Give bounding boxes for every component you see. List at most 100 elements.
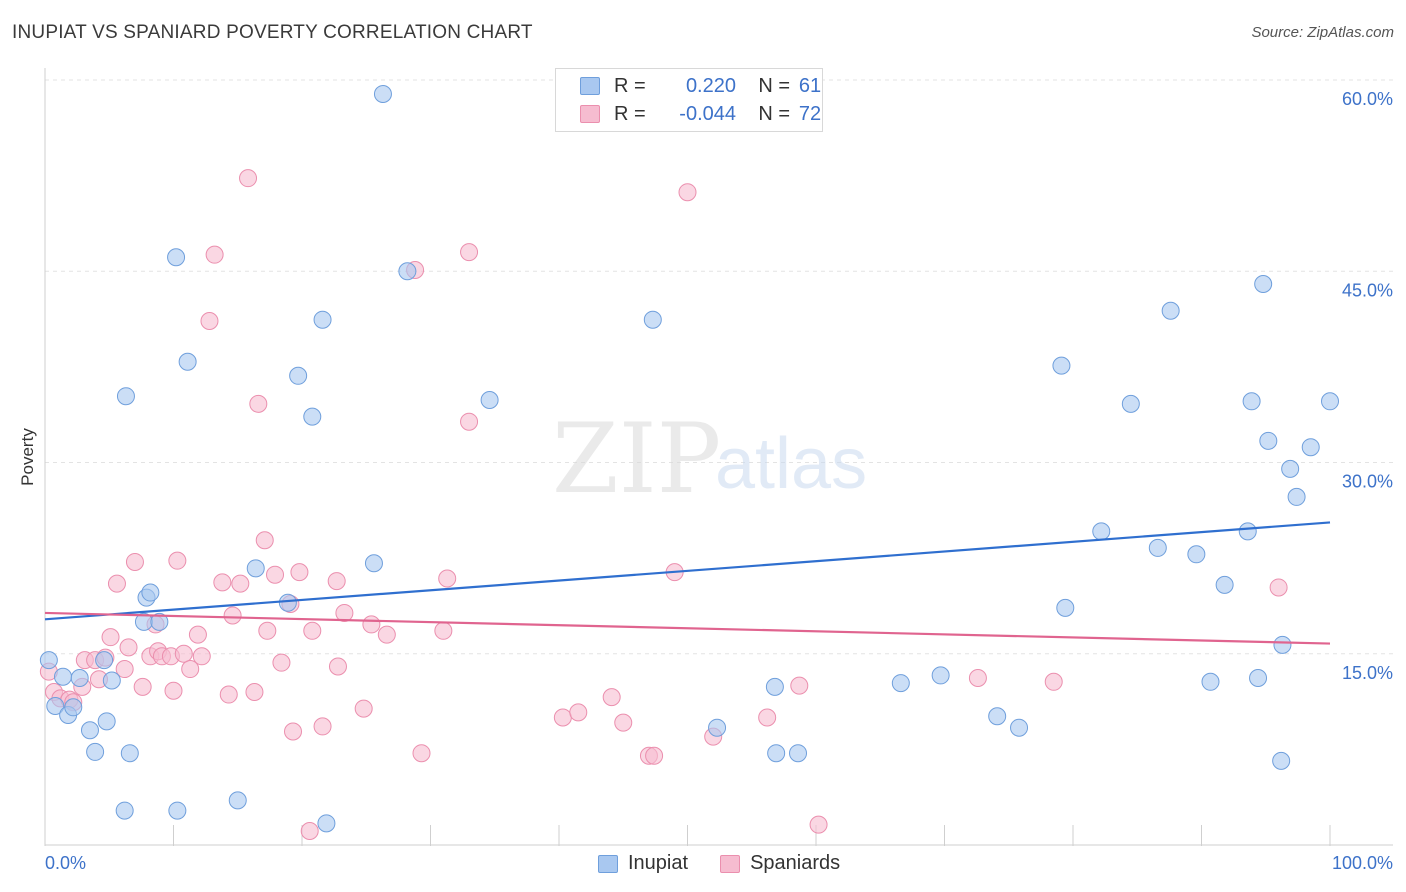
inupiat-point [1287,487,1306,506]
spaniards-point [258,621,277,640]
spaniards-point [192,647,211,666]
inupiat-point [1321,392,1339,411]
data-points [39,85,1339,840]
inupiat-point [246,559,265,578]
spaniards-point [272,653,291,672]
spaniards-point [569,703,588,722]
spaniards-point [239,169,258,188]
spaniards-point [223,606,242,625]
y-tick-label: 45.0% [1342,280,1393,300]
inupiat-point [1010,718,1029,737]
spaniards-point [303,621,322,640]
inupiat-point [1201,672,1220,691]
spaniards-point [231,574,250,593]
inupiat-point [150,612,169,631]
inupiat-point [1249,668,1268,687]
inupiat-point [120,744,139,763]
inupiat-point [303,407,322,426]
inupiat-point [398,262,417,281]
inupiat-point [80,721,99,740]
inupiat-point [167,248,186,267]
inupiat-point [364,554,383,573]
spaniards-point [460,412,479,431]
series-legend: Inupiat Spaniards [598,852,872,875]
spaniards-point [438,569,457,588]
spaniards-point [174,644,193,663]
r-value: -0.044 [679,102,736,125]
inupiat-point [278,593,297,612]
spaniards-point [328,657,347,676]
spaniards-swatch [580,105,600,123]
inupiat-point [988,707,1007,726]
trend-lines [44,521,1331,645]
spaniards-point [335,603,354,622]
n-value: 61 [798,74,822,97]
spaniards-point [412,744,431,763]
inupiat-point [70,668,89,687]
inupiat-point [1273,635,1292,654]
inupiat-point [116,387,135,406]
inupiat-point [1238,522,1257,541]
inupiat-point [789,744,808,763]
spaniards-point [460,243,479,262]
spaniards-point [354,699,373,718]
inupiat-trend-line [44,521,1331,621]
r-value: 0.220 [685,74,736,97]
inupiat-point [373,85,392,104]
spaniards-point [1269,578,1288,597]
spaniards-point [205,245,224,264]
correlation-legend: R = 0.220 N = 61 R = -0.044 N = 72 [555,68,823,132]
spaniards-point [200,311,219,330]
inupiat-point [64,698,83,717]
spaniards-point [125,552,144,571]
inupiat-swatch [580,77,600,95]
legend-label: Spaniards [750,852,841,874]
spaniards-point [188,625,207,644]
inupiat-point [1272,751,1291,770]
inupiat-point [141,583,160,602]
inupiat-point [97,712,116,731]
spaniards-point [181,660,200,679]
spaniards-point [290,563,309,582]
inupiat-point [767,744,786,763]
spaniards-point [809,815,828,834]
inupiat-point [86,742,105,761]
spaniards-point [213,573,232,592]
spaniards-point [678,183,697,202]
spaniards-point [133,677,152,696]
inupiat-swatch [598,854,618,873]
n-label: N = [758,74,790,97]
spaniards-point [284,722,303,741]
spaniards-point [119,638,138,657]
spaniards-point [602,688,621,707]
spaniards-point [107,574,126,593]
inupiat-point [115,801,134,820]
y-axis-label: Poverty [18,428,37,486]
spaniards-point [1044,672,1063,691]
inupiat-point [480,391,499,410]
inupiat-point [1254,275,1273,293]
r-label: R = [614,102,646,125]
watermark-zip: ZIP [552,403,721,515]
n-value: 72 [798,102,822,125]
spaniards-point [327,572,346,591]
inupiat-point [1092,522,1111,541]
axes [44,68,1393,846]
x-tick-label: 100.0% [1332,853,1393,873]
legend-row-spaniards: R = -0.044 N = 72 [580,101,830,127]
inupiat-point [643,310,662,329]
spaniards-point [362,615,381,634]
inupiat-point [1215,575,1234,594]
spaniards-point [115,660,134,679]
spaniards-point [266,565,285,584]
inupiat-point [313,310,332,329]
inupiat-point [1121,394,1140,413]
y-tick-label: 15.0% [1342,663,1393,683]
spaniards-point [245,683,264,701]
inupiat-point [1148,538,1167,557]
inupiat-point [102,671,121,690]
inupiat-point [317,814,336,833]
legend-item-inupiat: Inupiat [598,852,688,875]
spaniards-swatch [720,854,741,873]
